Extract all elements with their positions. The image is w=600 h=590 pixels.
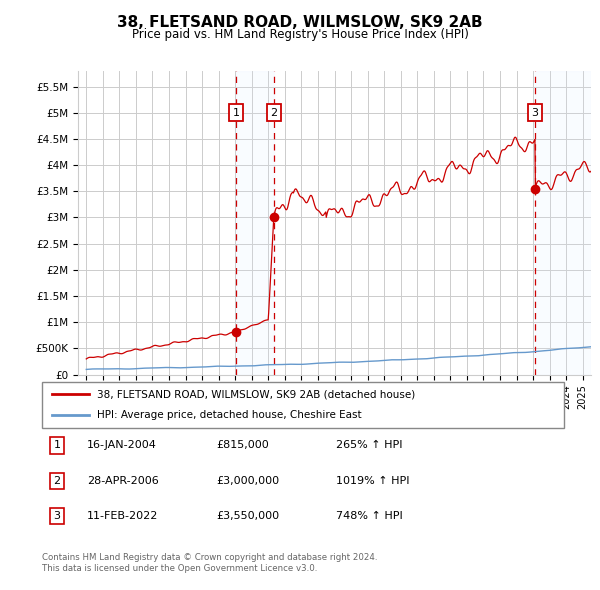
Text: 2: 2 bbox=[53, 476, 61, 486]
Text: 38, FLETSAND ROAD, WILMSLOW, SK9 2AB: 38, FLETSAND ROAD, WILMSLOW, SK9 2AB bbox=[117, 15, 483, 30]
Text: This data is licensed under the Open Government Licence v3.0.: This data is licensed under the Open Gov… bbox=[42, 565, 317, 573]
Text: £815,000: £815,000 bbox=[216, 441, 269, 450]
Text: 1019% ↑ HPI: 1019% ↑ HPI bbox=[336, 476, 410, 486]
Text: 265% ↑ HPI: 265% ↑ HPI bbox=[336, 441, 403, 450]
Text: 3: 3 bbox=[532, 108, 539, 118]
Text: Contains HM Land Registry data © Crown copyright and database right 2024.: Contains HM Land Registry data © Crown c… bbox=[42, 553, 377, 562]
Text: HPI: Average price, detached house, Cheshire East: HPI: Average price, detached house, Ches… bbox=[97, 410, 361, 420]
FancyBboxPatch shape bbox=[42, 382, 564, 428]
Text: 748% ↑ HPI: 748% ↑ HPI bbox=[336, 512, 403, 521]
Text: 28-APR-2006: 28-APR-2006 bbox=[87, 476, 159, 486]
Text: 1: 1 bbox=[232, 108, 239, 118]
Text: Price paid vs. HM Land Registry's House Price Index (HPI): Price paid vs. HM Land Registry's House … bbox=[131, 28, 469, 41]
Text: 3: 3 bbox=[53, 512, 61, 521]
Bar bbox=[236, 71, 274, 375]
Text: 16-JAN-2004: 16-JAN-2004 bbox=[87, 441, 157, 450]
Text: 1: 1 bbox=[53, 441, 61, 450]
Text: £3,550,000: £3,550,000 bbox=[216, 512, 279, 521]
Text: 11-FEB-2022: 11-FEB-2022 bbox=[87, 512, 158, 521]
Text: 38, FLETSAND ROAD, WILMSLOW, SK9 2AB (detached house): 38, FLETSAND ROAD, WILMSLOW, SK9 2AB (de… bbox=[97, 389, 415, 399]
Bar bbox=[535, 71, 591, 375]
Text: 2: 2 bbox=[270, 108, 277, 118]
Text: £3,000,000: £3,000,000 bbox=[216, 476, 279, 486]
